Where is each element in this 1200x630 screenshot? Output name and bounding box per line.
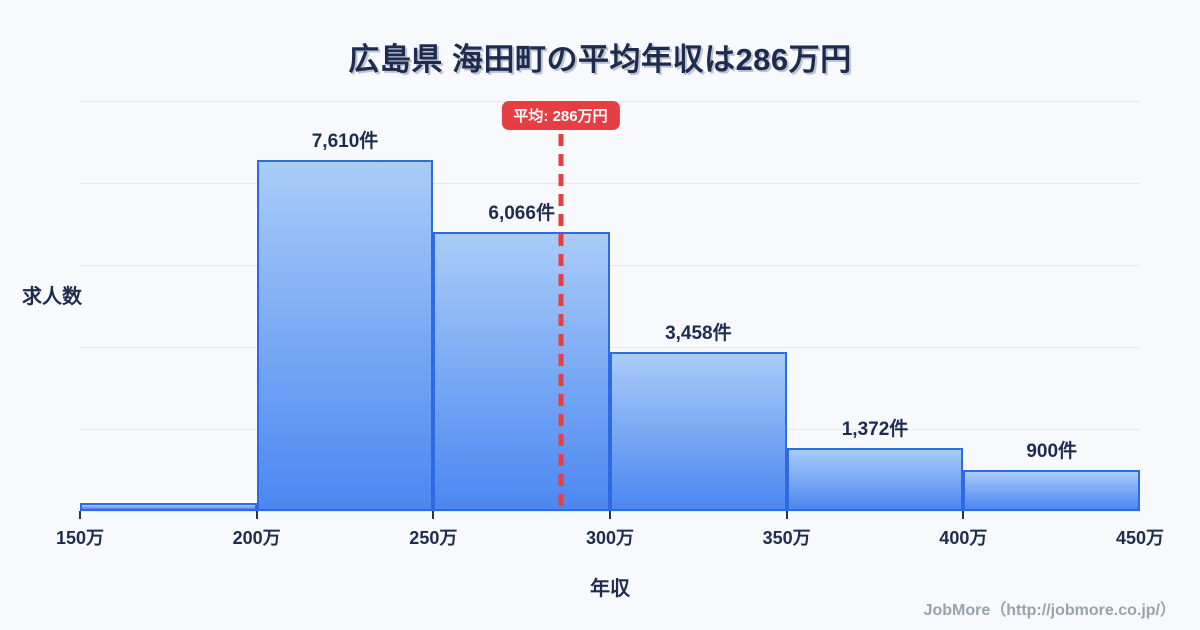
tick-mark xyxy=(785,511,788,519)
y-axis-title: 求人数 xyxy=(22,286,82,308)
bar-value-label: 1,372件 xyxy=(841,419,909,440)
bar-column xyxy=(80,101,257,511)
bar xyxy=(963,470,1141,511)
bar xyxy=(256,160,434,511)
x-tick-label: 400万 xyxy=(939,528,988,548)
bar-column: 1,372件 xyxy=(786,101,964,511)
bar xyxy=(610,352,787,511)
chart-title: 広島県 海田町の平均年収は286万円 xyxy=(348,42,852,77)
bar xyxy=(80,503,257,511)
gridline xyxy=(80,183,1140,184)
x-tick-label: 450万 xyxy=(1115,528,1165,548)
bar-value-label: 900件 xyxy=(1026,441,1078,462)
x-axis-title: 年収 xyxy=(590,578,630,600)
bar xyxy=(433,232,611,511)
footer-credit: JobMore（http://jobmore.co.jp/） xyxy=(923,602,1176,619)
x-tick-label: 300万 xyxy=(585,528,635,548)
tick-mark xyxy=(432,511,435,519)
bar-value-label: 3,458件 xyxy=(665,323,732,344)
bar-column: 7,610件 xyxy=(256,101,434,511)
bar-column: 900件 xyxy=(963,101,1141,511)
bar xyxy=(786,448,964,511)
x-axis: 150万 200万 250万 300万 350万 400万 450万 xyxy=(56,511,1164,561)
bar-column: 6,066件 xyxy=(433,101,611,511)
bar-value-label: 6,066件 xyxy=(488,203,555,224)
bars: 7,610件 6,066件 3,458件 1,372件 900件 xyxy=(80,101,1141,511)
tick-mark xyxy=(962,511,965,519)
tick-mark xyxy=(609,511,611,519)
bar-value-label: 7,610件 xyxy=(311,131,379,152)
bar-column: 3,458件 xyxy=(610,101,787,511)
x-tick-label: 350万 xyxy=(762,528,811,548)
average-badge: 平均: 286万円 xyxy=(501,101,620,130)
x-tick-label: 200万 xyxy=(232,528,281,548)
x-tick-label: 250万 xyxy=(409,528,458,548)
tick-mark xyxy=(255,511,258,519)
plot-area: 7,610件 6,066件 3,458件 1,372件 900件 xyxy=(80,101,1141,512)
x-tick-label: 150万 xyxy=(55,528,105,548)
average-line xyxy=(558,134,564,511)
tick-mark xyxy=(79,511,81,519)
